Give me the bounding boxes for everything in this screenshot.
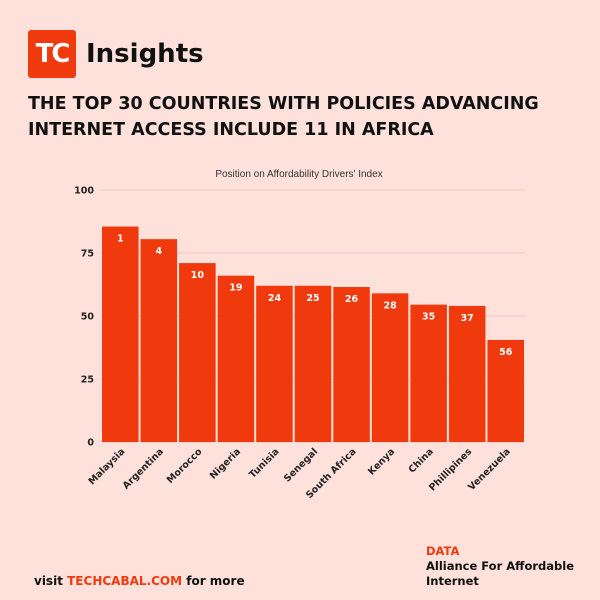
data-label: 24	[268, 293, 282, 304]
bar	[448, 305, 486, 442]
bar	[410, 304, 447, 442]
data-label: 10	[191, 270, 205, 281]
bar	[102, 226, 139, 442]
data-label: 28	[383, 300, 397, 311]
x-tick-label: Tunisia	[247, 446, 281, 480]
data-label: 1	[117, 234, 124, 245]
data-label: 56	[499, 347, 513, 358]
bar	[487, 339, 524, 442]
bar	[179, 263, 216, 442]
brand-name: Insights	[86, 39, 204, 69]
x-tick-label: Kenya	[366, 446, 397, 477]
data-label: 4	[156, 246, 163, 257]
visit-prefix: visit	[34, 574, 63, 588]
techcabal-logo-mark: TC	[28, 30, 76, 78]
data-source-label: DATA	[426, 544, 460, 558]
x-tick-label: Argentina	[121, 446, 166, 491]
data-source-name: Alliance For Affordable Internet	[426, 559, 575, 588]
bar	[294, 285, 332, 442]
y-tick-label: 50	[81, 312, 95, 323]
y-tick-label: 100	[74, 186, 94, 197]
x-tick-label: Nigeria	[208, 446, 243, 481]
site-link[interactable]: TECHCABAL.COM	[67, 574, 183, 588]
data-label: 37	[461, 313, 474, 324]
headline: THE TOP 30 COUNTRIES WITH POLICIES ADVAN…	[28, 94, 539, 140]
visit-suffix: for more	[186, 574, 245, 588]
x-tick-label: Morocco	[165, 446, 205, 486]
bar	[140, 239, 178, 442]
y-tick-label: 25	[81, 375, 94, 386]
bar	[333, 287, 370, 442]
footer-visit: visit TECHCABAL.COM for more	[34, 574, 245, 588]
data-source: DATA Alliance For Affordable Internet	[426, 544, 586, 589]
data-label: 25	[306, 293, 319, 304]
data-label: 35	[422, 312, 435, 323]
chart-title: Position on Affordability Drivers' Index	[215, 169, 382, 180]
y-tick-label: 0	[87, 438, 94, 449]
data-label: 19	[229, 283, 242, 294]
bar	[256, 285, 293, 442]
bar	[217, 275, 255, 442]
x-tick-label: Malaysia	[87, 446, 128, 487]
x-tick-label: China	[407, 446, 436, 475]
bar	[371, 293, 409, 442]
brand-logo: TC Insights	[28, 30, 204, 78]
y-tick-label: 75	[81, 249, 94, 260]
data-label: 26	[345, 294, 359, 305]
x-tick-label: Senegal	[282, 446, 320, 484]
